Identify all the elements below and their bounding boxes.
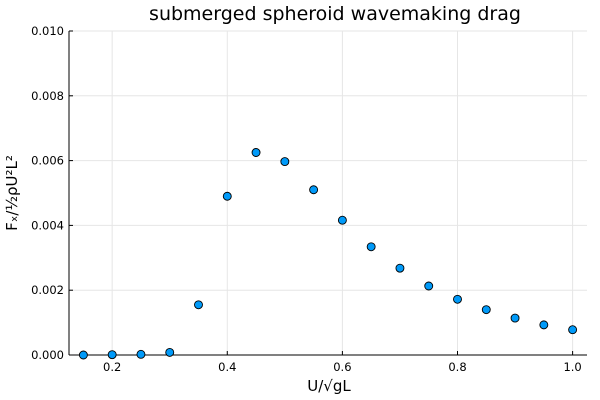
y-tick-label-0: 0.000 <box>31 348 64 362</box>
data-point-9 <box>337 215 347 225</box>
y-tick-label-1: 0.002 <box>31 283 64 297</box>
x-tick-label-0: 0.2 <box>103 360 121 374</box>
x-tick-label-3: 0.8 <box>448 360 466 374</box>
data-point-3 <box>165 347 175 357</box>
data-point-5 <box>222 191 232 201</box>
x-tick-label-1: 0.4 <box>218 360 236 374</box>
data-point-8 <box>309 185 319 195</box>
y-tick-label-5: 0.010 <box>31 24 64 38</box>
y-tick-labels: 0.000 0.002 0.004 0.006 0.008 0.010 <box>31 24 64 362</box>
data-point-14 <box>481 305 491 315</box>
y-tick-label-4: 0.008 <box>31 89 64 103</box>
data-point-2 <box>136 349 146 359</box>
data-point-7 <box>280 157 290 167</box>
data-point-0 <box>78 350 88 360</box>
data-point-17 <box>568 325 578 335</box>
x-tick-label-2: 0.6 <box>333 360 351 374</box>
x-axis-label: U/√gL <box>307 377 351 395</box>
grid <box>69 30 587 356</box>
data-point-16 <box>539 320 549 330</box>
axes <box>68 30 587 356</box>
data-point-11 <box>395 263 405 273</box>
chart-title: submerged spheroid wavemaking drag <box>149 3 521 25</box>
y-axis-label: Fₓ/½ρU²L² <box>3 155 21 231</box>
y-tick-label-2: 0.004 <box>31 218 64 232</box>
data-point-1 <box>107 350 117 360</box>
data-point-12 <box>424 281 434 291</box>
data-points <box>78 148 578 360</box>
x-tick-labels: 0.2 0.4 0.6 0.8 1.0 <box>103 360 582 374</box>
data-point-13 <box>453 294 462 304</box>
data-point-6 <box>251 148 261 157</box>
data-point-10 <box>366 242 376 252</box>
x-tick-label-4: 1.0 <box>563 360 581 374</box>
data-point-15 <box>510 313 520 323</box>
y-tick-label-3: 0.006 <box>31 154 64 168</box>
data-point-4 <box>194 300 203 310</box>
